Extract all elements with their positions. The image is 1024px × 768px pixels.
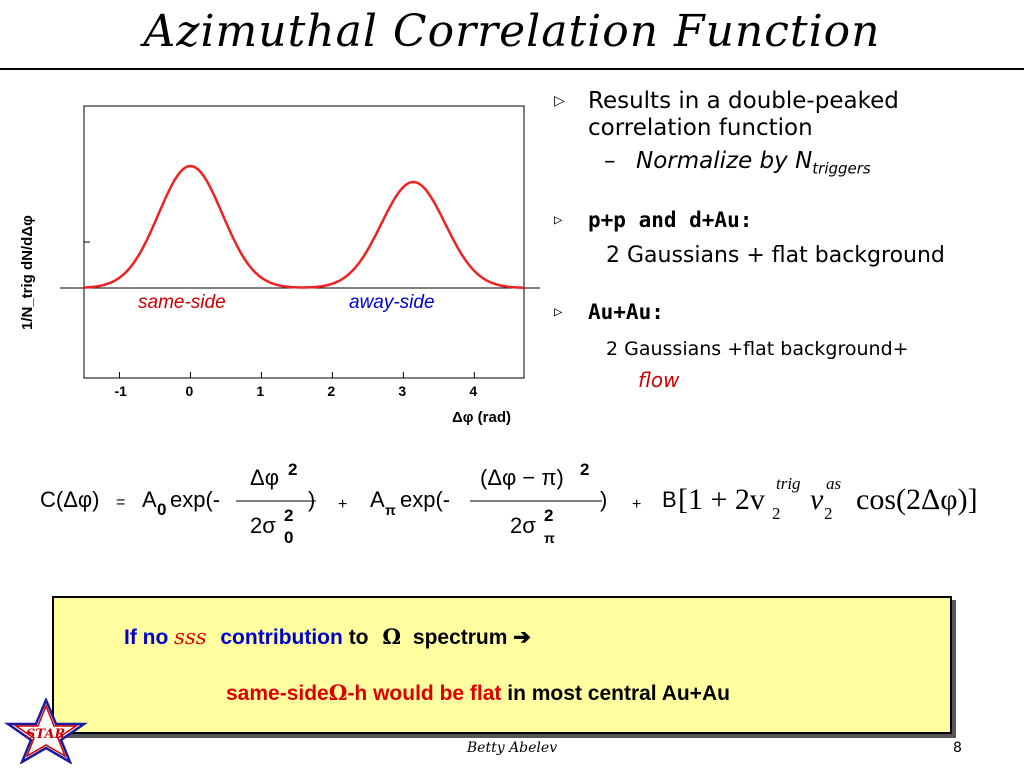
formula-num1: Δφ [250, 465, 279, 490]
formula-flow-trig: trig [776, 474, 801, 493]
bullet-1-sub: – Normalize by Ntriggers [548, 148, 1018, 183]
box-text-central: in most central Au+Au [507, 682, 730, 705]
bullet-1-sub-subscript: triggers [812, 159, 871, 178]
x-tick-label: 1 [256, 383, 264, 399]
formula-flow-as: as [826, 474, 842, 493]
formula-a0-sub: 0 [157, 500, 166, 519]
formula-close1: ) [308, 487, 315, 512]
formula-den1: 2σ [250, 513, 276, 538]
formula-den1-sub: 0 [284, 528, 293, 547]
x-tick-label: 2 [327, 383, 335, 399]
x-tick-label: -1 [114, 383, 127, 399]
formula-num2: (Δφ − π) [480, 465, 564, 490]
x-axis-label: Δφ (rad) [452, 409, 511, 426]
y-axis-label: 1/N_trig dN/dΔφ [20, 215, 36, 330]
formula-den2: 2σ [510, 513, 536, 538]
formula-equals: = [116, 494, 125, 511]
box-text-same-side: same-side [226, 682, 329, 705]
away-side-label: away-side [349, 292, 435, 313]
bullet-1-line1: Results in a double-peaked [588, 88, 899, 114]
bullet-2: ▷ p+p and d+Au: [548, 207, 1018, 234]
bullet-3-text: Au+Au: [588, 299, 664, 324]
formula-flow-v: v [810, 483, 824, 516]
box-text-if-no: If no [124, 626, 169, 649]
dash-icon: – [604, 148, 616, 174]
same-side-label: same-side [138, 292, 226, 313]
box-text-to: to [348, 626, 369, 649]
formula-close2: ) [600, 487, 607, 512]
formula-den2-sub: π [544, 530, 555, 546]
box-omega-2: Ω [328, 680, 348, 705]
logo-text: STAR [26, 727, 65, 742]
bullet-3: ▷ Au+Au: [548, 299, 1018, 326]
formula-flow-cos: cos(2Δφ)] [856, 483, 978, 516]
box-omega: Ω [382, 624, 402, 649]
formula-flow-sub1: 2 [772, 504, 781, 523]
x-tick-label: 3 [398, 383, 406, 399]
bullet-marker-icon: ▷ [554, 211, 563, 228]
bullet-1: ▷ Results in a double-peaked correlation… [548, 88, 1018, 142]
formula-den1-sup: 2 [284, 506, 293, 525]
formula-b: B [662, 487, 677, 512]
x-tick-label: 0 [185, 383, 193, 399]
correlation-curve [84, 164, 524, 289]
conclusion-line-2: same-sideΩ-h would be flat in most centr… [226, 680, 730, 706]
box-text-contribution: contribution [220, 626, 343, 649]
formula-exp2: exp(- [400, 487, 450, 512]
bullet-2-text: p+p and d+Au: [588, 207, 753, 232]
x-tick-label: 4 [469, 383, 477, 399]
formula-num2-sup: 2 [580, 460, 589, 479]
formula-lhs: C(Δφ) [40, 487, 100, 512]
conclusion-box: If no sss contribution to Ω spectrum ➔ s… [52, 596, 952, 734]
box-text-flat: -h would be flat [347, 682, 502, 705]
formula-plus2: + [632, 496, 641, 513]
star-logo: STAR [4, 698, 88, 764]
x-ticks: -1 0 1 2 3 4 [114, 372, 477, 399]
formula-flow-sub2: 2 [824, 504, 833, 523]
correlation-plot: -1 0 1 2 3 4 1/N_trig dN/dΔφ Δφ (rad) same-si… [20, 105, 540, 426]
title-divider [0, 68, 1024, 70]
box-text-spectrum: spectrum [412, 626, 508, 649]
bullet-3-flow: flow [638, 367, 680, 392]
formula-exp1: exp(- [170, 487, 220, 512]
bullet-list: ▷ Results in a double-peaked correlation… [548, 88, 1018, 394]
formula-num1-sup: 2 [288, 460, 297, 479]
box-sss: sss [174, 625, 207, 649]
plot-frame [83, 105, 525, 379]
arrow-right-icon: ➔ [513, 626, 531, 649]
bullet-1-sub-text: Normalize by N [636, 148, 813, 174]
formula-plus1: + [338, 496, 347, 513]
conclusion-line-1: If no sss contribution to Ω spectrum ➔ [124, 624, 531, 650]
bullet-2-detail: 2 Gaussians + flat background [606, 242, 945, 268]
slide-title: Azimuthal Correlation Function [143, 6, 881, 57]
formula-api: A [370, 487, 385, 512]
bullet-marker-icon: ▷ [554, 93, 565, 109]
formula-a0: A [142, 487, 157, 512]
formula-api-sub: π [385, 502, 396, 518]
bullet-1-line2: correlation function [588, 115, 813, 141]
formula-flow-a: [1 + 2v [678, 483, 765, 516]
bullet-marker-icon: ▷ [554, 303, 563, 320]
bullet-3-detail: 2 Gaussians +flat background+ [606, 337, 909, 360]
page-number: 8 [953, 740, 962, 756]
formula-den2-sup: 2 [544, 506, 553, 525]
footer-author: Betty Abelev [466, 740, 558, 756]
correlation-formula: C(Δφ) = A 0 exp(- Δφ 2 2σ 2 0 ) + A π ex… [40, 460, 978, 547]
